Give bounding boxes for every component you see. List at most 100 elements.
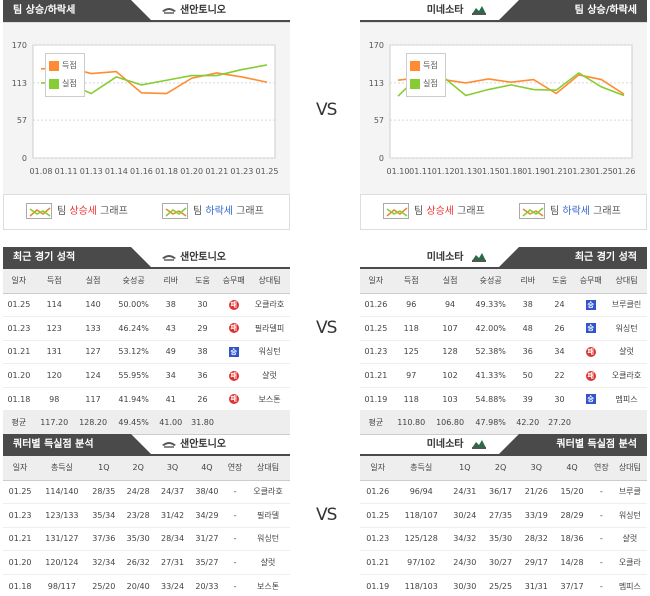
table-cell: 14/28 [554, 550, 590, 575]
table-cell: 30/27 [482, 550, 519, 575]
table-cell: 평균 [3, 410, 35, 436]
table-cell: 97 [391, 363, 431, 388]
y-tick-label: 57 [374, 116, 384, 125]
table-cell: 20/33 [189, 574, 225, 596]
result-cell: 패 [218, 316, 250, 341]
table-cell: 49.45% [112, 410, 155, 436]
table-cell: 오클라호 [246, 480, 290, 505]
table-cell: 오클라 [612, 550, 647, 575]
right-quarter-panel: 쿼터별 득실점 분석 미네소타 일자 총득실 1Q 2Q 3Q 4Q 연장 상대팀 01.26… [360, 434, 647, 596]
table-cell: 54.88% [469, 387, 512, 412]
table-cell: 01.23 [3, 503, 38, 528]
table-cell: 41.33% [469, 363, 512, 388]
table-cell: 28/35 [86, 480, 121, 505]
table-cell: 01.25 [3, 293, 35, 318]
column-header: 일자 [3, 269, 35, 294]
table-cell: 오클라호 [606, 363, 647, 388]
table-row: 01.21 97 102 41.33% 50 22 패 오클라호 [360, 363, 647, 388]
column-header: 상대팀 [606, 269, 647, 294]
section-title: 팀 상승/하락세 [497, 0, 647, 22]
table-row: 01.21 131 127 53.12% 49 38 승 워싱턴 [3, 340, 290, 365]
table-cell: 118 [391, 316, 431, 341]
table-cell: 36 [186, 363, 219, 388]
table-cell: - [589, 527, 613, 552]
table-cell: 01.23 [360, 527, 396, 552]
table-header-row: 일자 총득실 1Q 2Q 3Q 4Q 연장 상대팀 [360, 456, 647, 481]
column-header: 2Q [121, 456, 156, 481]
table-cell: 133 [73, 316, 113, 341]
trend-legend-footer: 팀 상승세 그래프 팀 하락세 그래프 [3, 194, 290, 230]
left-trend-panel: 팀 상승/하락세 샌안토니오 170 113 57 0 01.08 01.11 01.13 0… [3, 0, 290, 230]
table-row: 01.23 123/133 35/34 23/28 31/42 34/29- 필라델 [3, 503, 290, 528]
table-cell: - [589, 480, 613, 505]
table-cell: 35/30 [482, 527, 519, 552]
table-row: 01.19 118/103 30/30 25/25 31/31 37/17- 멤피스 [360, 574, 647, 596]
table-row: 01.19 118 103 54.88% 39 30 승 멤피스 [360, 387, 647, 412]
table-cell: 117 [73, 387, 113, 412]
table-cell: 01.20 [3, 550, 38, 575]
result-cell: 패 [218, 293, 250, 318]
win-badge-icon: 승 [228, 346, 239, 357]
table-cell: 42.00% [469, 316, 512, 341]
column-header: 승무패 [575, 269, 607, 294]
table-cell: 멤피스 [612, 574, 647, 596]
table-cell: 24/30 [446, 550, 483, 575]
x-tick-label: 01.11 [55, 167, 78, 176]
team-logo-icon [161, 439, 177, 449]
table-cell: 브루클린 [606, 293, 647, 318]
x-tick-label: 01.23 [567, 167, 590, 176]
plot-area [389, 44, 633, 159]
table-cell: 01.19 [360, 574, 396, 596]
table-cell: 49 [154, 340, 187, 365]
table-cell: - [224, 503, 247, 528]
table-cell: 118/103 [395, 574, 447, 596]
table-cell: 31/42 [155, 503, 190, 528]
win-badge-icon: 승 [585, 299, 596, 310]
table-row: 01.26 96 94 49.33% 38 24 승 브루클린 [360, 293, 647, 318]
column-header: 승무패 [218, 269, 250, 294]
table-row: 01.25 118 107 42.00% 48 26 승 워싱턴 [360, 316, 647, 341]
table-cell: 26/32 [121, 550, 156, 575]
legend-item-scored: 득점 [407, 58, 445, 74]
column-header: 총득실 [395, 456, 447, 481]
table-row: 01.20 120/124 32/34 26/32 27/31 35/27- 샬럿 [3, 550, 290, 575]
table-cell: - [589, 550, 613, 575]
section-title: 최근 경기 성적 [3, 247, 153, 269]
left-recent-panel: 최근 경기 성적 샌안토니오 일자 득점 실점 슛성공 리바 도움 승무패 상대팀 01.25… [3, 247, 290, 436]
loss-badge-icon: 패 [228, 323, 239, 334]
table-cell: 15/20 [554, 480, 590, 505]
table-cell: - [589, 574, 613, 596]
team-name: 미네소타 [427, 3, 487, 19]
table-cell [249, 410, 290, 436]
table-cell: 샬럿 [612, 527, 647, 552]
table-cell: 125/128 [395, 527, 447, 552]
table-cell: 33/19 [518, 503, 555, 528]
table-cell: 01.23 [3, 316, 35, 341]
table-cell: 125 [391, 340, 431, 365]
table-cell [606, 410, 647, 436]
vs-label: VS [316, 100, 337, 120]
table-cell: 124 [73, 363, 113, 388]
table-cell: 01.18 [3, 387, 35, 412]
table-cell: 110.80 [391, 410, 431, 436]
down-trend-icon [162, 203, 188, 219]
average-row: 평균 110.80 106.80 47.98% 42.20 27.20 [360, 410, 647, 436]
legend-item-conceded: 실점 [46, 76, 84, 92]
result-cell: 패 [575, 363, 607, 388]
column-header: 도움 [543, 269, 576, 294]
x-tick-label: 01.26 [613, 167, 636, 176]
y-tick-label: 0 [379, 154, 384, 163]
table-cell: 120/124 [37, 550, 87, 575]
column-header: 3Q [518, 456, 555, 481]
recent-games-table: 일자 득점 실점 슛성공 리바 도움 승무패 상대팀 01.25 114 140 50.00% 38 3… [3, 269, 290, 436]
down-trend-legend: 팀 하락세 그래프 [519, 203, 621, 221]
trend-legend-footer: 팀 상승세 그래프 팀 하락세 그래프 [360, 194, 647, 230]
column-header: 도움 [186, 269, 219, 294]
up-trend-icon [383, 203, 409, 219]
table-cell: 01.23 [360, 340, 392, 365]
column-header: 실점 [430, 269, 470, 294]
column-header: 상대팀 [612, 456, 647, 481]
table-cell: 32/34 [86, 550, 121, 575]
table-row: 01.18 98 117 41.94% 41 26 패 보스톤 [3, 387, 290, 412]
table-cell: 01.21 [3, 527, 38, 552]
